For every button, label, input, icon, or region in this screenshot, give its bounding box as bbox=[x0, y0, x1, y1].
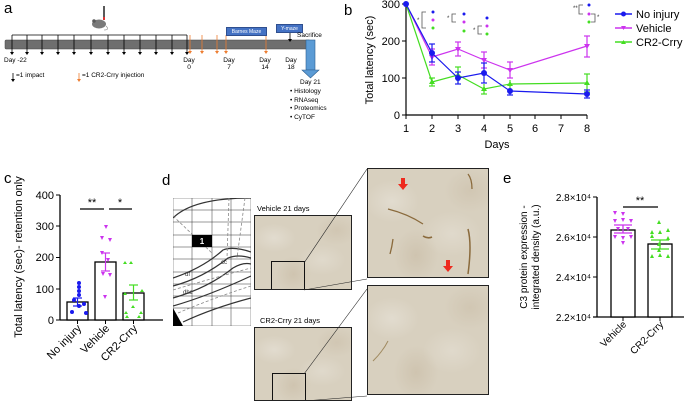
svg-text:*: * bbox=[118, 197, 123, 209]
zoom-connector-lines bbox=[303, 168, 368, 401]
timeline-diagram bbox=[4, 6, 320, 82]
chart-b-legend: No injury Vehicle CR2-Crry bbox=[615, 9, 683, 49]
injection-legend: =1 CR2-Crry injection bbox=[82, 72, 145, 79]
zoom-region-box bbox=[272, 373, 306, 400]
latency-line-chart: 300 200 100 0 1 2 3 4 5 6 7 8 Days Total lat… bbox=[364, 0, 683, 150]
svg-text:400: 400 bbox=[36, 190, 54, 202]
end-day-label: Day 21 bbox=[300, 79, 321, 86]
retention-bar-chart: 400 300 200 100 0 Total latency (sec)- ret… bbox=[13, 176, 163, 364]
svg-text:C3 protein expression -integra: C3 protein expression -integrated densit… bbox=[519, 204, 542, 309]
cr2crry-zoom-image bbox=[367, 285, 489, 395]
svg-text:2.2×10⁴: 2.2×10⁴ bbox=[556, 313, 591, 324]
svg-text:*: * bbox=[597, 15, 600, 21]
svg-text:4: 4 bbox=[481, 123, 487, 135]
barnes-maze-box: Barnes Maze bbox=[226, 27, 267, 36]
svg-text:cc: cc bbox=[221, 260, 227, 266]
svg-text:Days: Days bbox=[484, 139, 510, 150]
mouse-icon bbox=[92, 6, 108, 31]
svg-text:*: * bbox=[447, 16, 450, 22]
svg-text:Total latency (sec): Total latency (sec) bbox=[364, 16, 376, 105]
svg-text:*: * bbox=[473, 28, 476, 34]
svg-text:1: 1 bbox=[200, 237, 205, 246]
svg-text:2.6×10⁴: 2.6×10⁴ bbox=[556, 233, 591, 244]
day-label: Day 14 bbox=[259, 57, 271, 71]
svg-text:2.4×10⁴: 2.4×10⁴ bbox=[556, 273, 591, 284]
svg-text:2: 2 bbox=[429, 123, 435, 135]
svg-text:CR2-Crry: CR2-Crry bbox=[628, 319, 666, 357]
y-maze-box: Y-maze bbox=[276, 24, 303, 33]
svg-text:**: ** bbox=[573, 6, 578, 12]
injection-arrows bbox=[189, 35, 267, 52]
day-label: Day -22 bbox=[4, 57, 27, 64]
svg-text:**: ** bbox=[88, 197, 97, 209]
c3-expression-bar-chart: 2.8×10⁴ 2.6×10⁴ 2.4×10⁴ 2.2×10⁴ C3 prote… bbox=[519, 193, 684, 357]
svg-text:200: 200 bbox=[382, 36, 400, 48]
svg-text:100: 100 bbox=[382, 73, 400, 85]
svg-text:**: ** bbox=[636, 195, 645, 207]
svg-text:6: 6 bbox=[532, 123, 538, 135]
red-arrow-icon bbox=[443, 259, 453, 277]
sacrifice-label: Sacrifice bbox=[297, 32, 322, 39]
panel-c-letter: c bbox=[4, 170, 12, 187]
svg-text:200: 200 bbox=[36, 252, 54, 264]
vehicle-caption: Vehicle 21 days bbox=[257, 204, 310, 213]
svg-text:1: 1 bbox=[403, 123, 409, 135]
svg-text:dhc: dhc bbox=[183, 290, 193, 296]
impact-legend: =1 impact bbox=[16, 72, 45, 79]
svg-text:8: 8 bbox=[584, 123, 590, 135]
panel-a-letter: a bbox=[4, 0, 13, 17]
svg-text:7: 7 bbox=[558, 123, 564, 135]
panel-d-letter: d bbox=[162, 172, 171, 189]
day-label: Day 18 bbox=[285, 57, 297, 71]
svg-text:0: 0 bbox=[48, 315, 54, 327]
svg-text:300: 300 bbox=[36, 221, 54, 233]
zoom-region-box bbox=[271, 261, 305, 289]
svg-text:Total latency (sec)- retention: Total latency (sec)- retention only bbox=[13, 176, 25, 338]
svg-text:df: df bbox=[185, 272, 190, 278]
panel-b-letter: b bbox=[344, 2, 353, 19]
panel-e-letter: e bbox=[503, 170, 512, 187]
day-label: Day 7 bbox=[223, 57, 235, 71]
cr2crry-caption: CR2-Crry 21 days bbox=[260, 316, 321, 325]
svg-text:300: 300 bbox=[382, 0, 400, 11]
impact-arrows bbox=[11, 35, 188, 53]
svg-text:No injury: No injury bbox=[45, 322, 85, 362]
svg-text:5: 5 bbox=[507, 123, 513, 135]
day-label: Day 0 bbox=[183, 57, 195, 71]
analyses-list: • Histology • RNAseq • Proteomics • CyTO… bbox=[290, 88, 327, 121]
svg-text:*: * bbox=[417, 18, 420, 24]
svg-text:3: 3 bbox=[455, 123, 461, 135]
svg-text:Vehicle: Vehicle bbox=[599, 319, 630, 350]
brain-atlas-diagram: 1 cc df dhc bbox=[173, 198, 251, 326]
svg-text:No injury: No injury bbox=[636, 9, 680, 21]
vehicle-zoom-image bbox=[367, 168, 489, 278]
svg-text:Vehicle: Vehicle bbox=[636, 23, 671, 35]
svg-text:0: 0 bbox=[394, 110, 400, 122]
svg-text:CR2-Crry: CR2-Crry bbox=[636, 37, 683, 49]
vehicle-tissue-image bbox=[254, 215, 352, 290]
svg-text:2.8×10⁴: 2.8×10⁴ bbox=[556, 193, 591, 204]
svg-text:100: 100 bbox=[36, 284, 54, 296]
red-arrow-icon bbox=[398, 177, 408, 195]
